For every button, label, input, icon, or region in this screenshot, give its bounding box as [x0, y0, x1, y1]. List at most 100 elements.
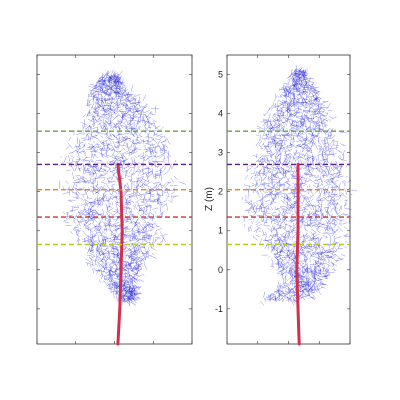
crown-point — [307, 204, 310, 206]
crown-point — [95, 165, 98, 168]
crown-point — [103, 170, 109, 172]
crown-point — [106, 92, 112, 96]
crown-point — [82, 230, 87, 236]
crown-point — [298, 133, 300, 137]
crown-point — [104, 222, 111, 227]
crown-point — [100, 142, 105, 146]
crown-point — [131, 126, 133, 133]
crown-point — [279, 161, 284, 166]
crown-point — [269, 113, 271, 116]
crown-point — [342, 222, 348, 225]
crown-point — [301, 195, 308, 201]
crown-point — [112, 149, 118, 153]
crown-point — [310, 144, 315, 148]
crown-point — [318, 278, 324, 281]
crown-point — [131, 234, 133, 240]
crown-point — [97, 257, 101, 259]
crown-point — [345, 217, 348, 219]
crown-point — [62, 191, 70, 195]
crown-point — [91, 209, 94, 212]
crown-point — [90, 237, 93, 243]
crown-point — [98, 119, 103, 122]
crown-point — [313, 90, 315, 93]
crown-point — [60, 155, 62, 158]
crown-point — [87, 213, 92, 219]
crown-point — [106, 237, 111, 239]
crown-point — [308, 281, 309, 289]
crown-point — [134, 297, 140, 299]
crown-point — [114, 225, 118, 229]
crown-point — [307, 77, 311, 80]
crown-point — [291, 138, 294, 140]
crown-point — [263, 195, 266, 197]
crown-point — [325, 270, 327, 274]
crown-point — [265, 156, 271, 164]
crown-point — [289, 250, 296, 257]
crown-point — [71, 206, 79, 209]
crown-point — [305, 117, 310, 122]
crown-point — [339, 143, 345, 147]
crown-point — [299, 272, 303, 277]
crown-point — [322, 267, 329, 271]
crown-point — [293, 286, 295, 290]
crown-point — [314, 92, 318, 95]
crown-point — [335, 148, 342, 153]
crown-point — [128, 152, 130, 157]
crown-point — [284, 86, 289, 93]
crown-point — [89, 124, 92, 131]
crown-point — [287, 170, 292, 175]
crown-point — [265, 165, 268, 169]
crown-point — [65, 145, 70, 151]
crown-point — [131, 296, 135, 300]
crown-point — [331, 164, 338, 169]
crown-point — [321, 223, 326, 226]
crown-point — [283, 122, 286, 123]
crown-point — [274, 295, 276, 301]
crown-point — [101, 230, 107, 236]
crown-point — [334, 229, 339, 233]
crown-point — [295, 127, 298, 129]
crown-point — [294, 85, 300, 89]
crown-point — [75, 191, 78, 196]
crown-point — [117, 157, 124, 159]
crown-point — [117, 103, 120, 105]
crown-point — [96, 76, 101, 84]
crown-point — [316, 252, 321, 259]
crown-point — [262, 172, 268, 177]
crown-point — [88, 247, 91, 252]
crown-point — [328, 203, 331, 208]
left-y-ticks — [37, 74, 192, 310]
crown-point — [98, 140, 106, 145]
crown-point — [103, 98, 106, 100]
crown-point — [281, 100, 286, 102]
crown-point — [311, 112, 319, 114]
crown-point — [119, 159, 123, 168]
crown-point — [102, 194, 107, 200]
crown-point — [317, 153, 323, 156]
crown-point — [292, 271, 294, 280]
crown-point — [278, 260, 280, 268]
crown-point — [107, 88, 112, 91]
crown-point — [287, 278, 289, 281]
crown-point — [255, 223, 259, 225]
crown-point — [145, 190, 149, 193]
crown-point — [114, 81, 117, 86]
crown-point — [272, 293, 275, 297]
crown-point — [327, 271, 330, 276]
crown-point — [330, 207, 334, 213]
crown-point — [102, 251, 104, 259]
crown-point — [288, 86, 292, 93]
crown-point — [156, 171, 164, 175]
crown-point — [85, 208, 91, 212]
crown-point — [292, 299, 296, 305]
crown-point — [297, 74, 301, 79]
crown-point — [95, 164, 98, 171]
crown-point — [108, 113, 111, 116]
crown-point — [293, 146, 298, 149]
crown-point — [279, 264, 283, 270]
crown-point — [135, 292, 141, 294]
crown-point — [321, 180, 323, 183]
crown-point — [114, 218, 119, 223]
crown-point — [107, 115, 110, 120]
crown-point — [147, 162, 156, 165]
